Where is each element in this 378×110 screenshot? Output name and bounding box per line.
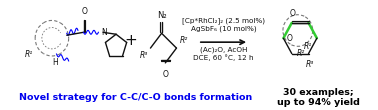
Text: 30 examples;: 30 examples; (284, 88, 354, 97)
Text: R¹: R¹ (304, 42, 312, 51)
Text: +: + (125, 33, 137, 48)
Text: Novel strategy for C-C/C-O bonds formation: Novel strategy for C-C/C-O bonds formati… (19, 93, 252, 102)
Text: AgSbF₆ (10 mol%): AgSbF₆ (10 mol%) (191, 25, 256, 32)
Text: O: O (290, 9, 296, 18)
Text: N: N (101, 28, 107, 37)
Text: O: O (163, 70, 168, 79)
Text: DCE, 60 °C, 12 h: DCE, 60 °C, 12 h (193, 55, 254, 61)
Text: R²: R² (296, 49, 305, 58)
Text: H: H (53, 58, 59, 67)
Text: R³: R³ (306, 60, 314, 69)
Text: O: O (82, 7, 87, 16)
Text: [Cp*RhCl₂]₂ (2.5 mol%): [Cp*RhCl₂]₂ (2.5 mol%) (182, 17, 265, 24)
Text: (Ac)₂O, AcOH: (Ac)₂O, AcOH (200, 47, 247, 53)
Text: R³: R³ (139, 51, 148, 60)
Text: O: O (287, 34, 293, 43)
Text: up to 94% yield: up to 94% yield (277, 98, 360, 107)
Text: R²: R² (180, 36, 189, 45)
Text: N₂: N₂ (157, 11, 166, 20)
Text: R¹: R¹ (25, 50, 33, 59)
